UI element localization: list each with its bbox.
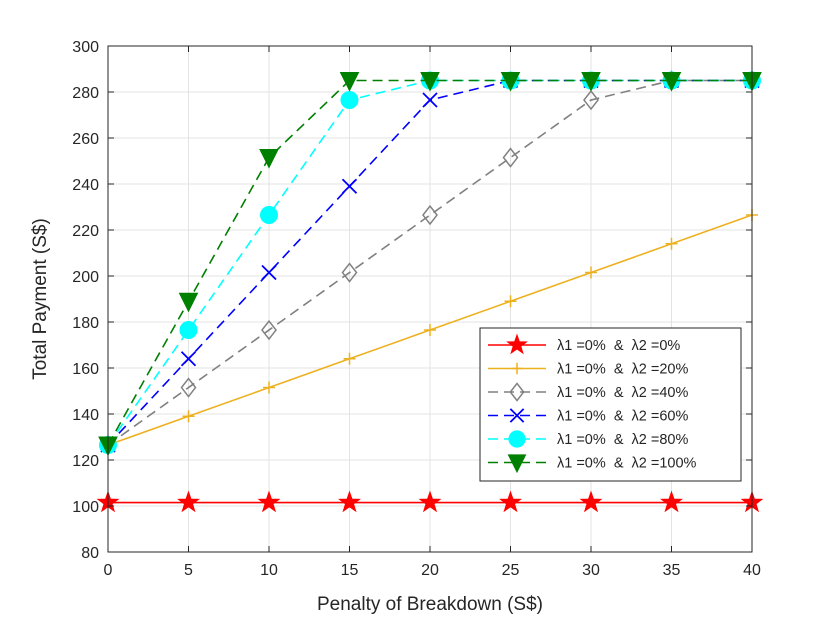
x-tick-label: 40 <box>743 562 761 579</box>
y-tick-label: 260 <box>72 131 99 148</box>
legend-marker <box>508 430 526 448</box>
x-tick-label: 30 <box>582 562 600 579</box>
data-point <box>177 490 200 513</box>
data-point <box>660 490 683 513</box>
y-tick-label: 160 <box>72 361 99 378</box>
data-point <box>340 91 359 110</box>
data-point <box>338 490 361 513</box>
data-point <box>180 351 197 367</box>
series-line <box>107 79 752 446</box>
data-point <box>339 72 360 92</box>
data-point <box>178 292 199 313</box>
x-tick-label: 35 <box>663 562 681 579</box>
x-tick-label: 20 <box>421 562 439 579</box>
legend-item: λ1 =0% & λ2 =80% <box>488 430 688 448</box>
legend-label: λ1 =0% & λ2 =100% <box>557 456 697 472</box>
series-1 <box>102 209 758 452</box>
x-tick-label: 25 <box>502 562 520 579</box>
legend-label: λ1 =0% & λ2 =60% <box>557 409 688 425</box>
data-point <box>260 206 278 225</box>
data-point <box>499 490 522 513</box>
x-tick-label: 15 <box>341 562 359 579</box>
x-axis-title: Penalty of Breakdown (S$) <box>317 594 543 615</box>
data-point <box>502 147 519 168</box>
legend-label: λ1 =0% & λ2 =40% <box>557 385 688 401</box>
data-point <box>665 237 678 250</box>
y-tick-label: 240 <box>72 177 99 194</box>
legend-item: λ1 =0% & λ2 =100% <box>488 454 697 474</box>
x-tick-label: 10 <box>260 562 278 579</box>
data-point <box>420 72 440 92</box>
x-tick-label: 0 <box>104 562 113 579</box>
y-tick-label: 120 <box>72 453 99 470</box>
legend-label: λ1 =0% & λ2 =0% <box>557 338 680 354</box>
data-point <box>261 264 277 281</box>
data-point <box>341 262 358 283</box>
legend-marker <box>506 333 528 355</box>
ticks: 0 5 10 15 20 25 30 35 40 80 100 120 140 160 180 200 220 2… <box>72 39 761 579</box>
x-tick-label: 5 <box>184 562 193 579</box>
data-point <box>180 377 197 398</box>
data-point <box>422 92 438 108</box>
data-point <box>583 89 599 111</box>
data-point <box>341 178 358 194</box>
legend-marker <box>511 362 523 375</box>
y-tick-label: 140 <box>72 407 99 424</box>
data-point <box>585 266 597 279</box>
data-point <box>179 321 198 340</box>
legend-marker <box>509 408 525 423</box>
data-point <box>263 381 275 394</box>
y-tick-label: 300 <box>72 39 99 56</box>
y-tick-label: 280 <box>72 85 99 102</box>
legend-item: λ1 =0% & λ2 =40% <box>488 382 688 402</box>
y-tick-label: 220 <box>72 223 99 240</box>
legend-item: λ1 =0% & λ2 =60% <box>488 408 688 425</box>
y-axis-title: Total Payment (S$) <box>30 218 51 380</box>
data-point <box>343 352 356 365</box>
data-point <box>424 324 436 337</box>
data-point <box>182 410 195 423</box>
legend-item: λ1 =0% & λ2 =20% <box>488 362 688 378</box>
legend: λ1 =0% & λ2 =0% λ1 =0% & λ2 =20% λ1 =0% & … <box>479 327 742 482</box>
legend-marker <box>509 382 525 402</box>
legend-item: λ1 =0% & λ2 =0% <box>488 333 680 355</box>
data-point <box>418 490 442 513</box>
data-point <box>422 204 438 226</box>
data-point <box>259 149 279 169</box>
data-point <box>661 72 682 92</box>
data-point <box>504 295 517 308</box>
legend-marker <box>507 454 527 474</box>
data-point <box>579 490 603 513</box>
data-point <box>500 72 521 92</box>
data-point <box>257 490 281 513</box>
legend-label: λ1 =0% & λ2 =20% <box>557 362 688 378</box>
y-tick-label: 200 <box>72 269 99 286</box>
legend-label: λ1 =0% & λ2 =80% <box>557 432 688 448</box>
y-tick-label: 80 <box>81 545 99 562</box>
data-point <box>581 72 601 92</box>
y-tick-label: 100 <box>72 499 99 516</box>
y-tick-label: 180 <box>72 315 99 332</box>
data-point <box>261 319 277 341</box>
